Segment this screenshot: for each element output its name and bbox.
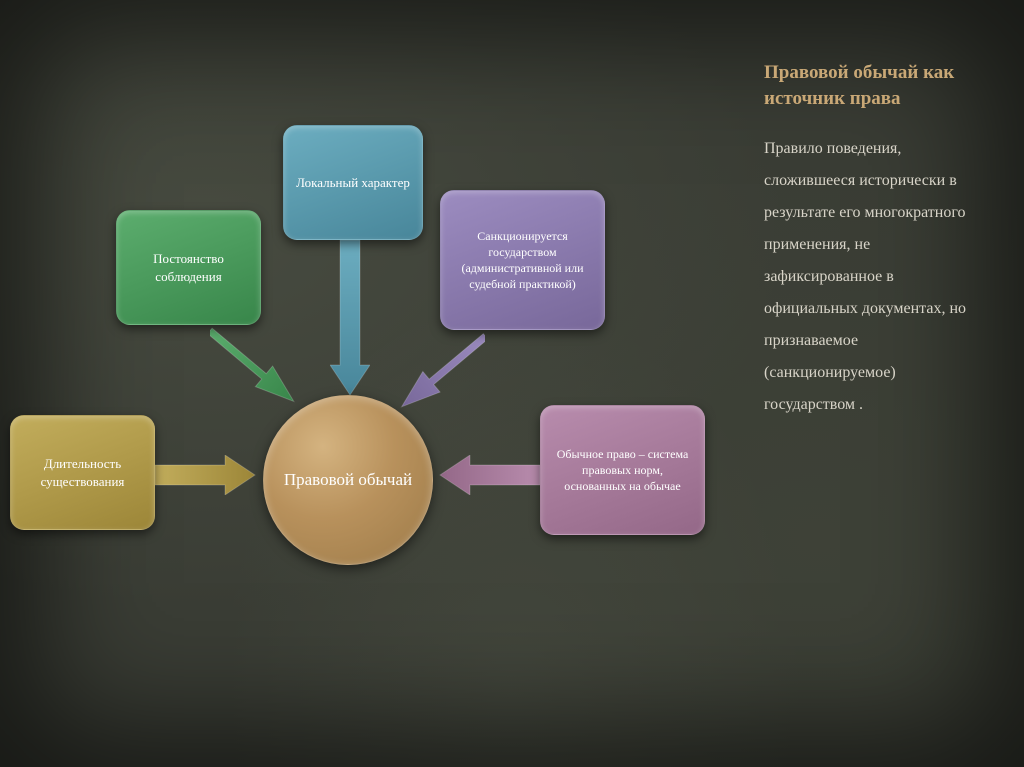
node-label: Локальный характер: [296, 174, 410, 192]
node-constancy: Постоянство соблюдения: [116, 210, 261, 325]
sidebar-title: Правовой обычай как источник права: [764, 60, 984, 111]
node-customary-law: Обычное право – система правовых норм, о…: [540, 405, 705, 535]
arrow-duration: [155, 455, 260, 495]
arrow-customary-law: [435, 455, 540, 495]
node-local: Локальный характер: [283, 125, 423, 240]
arrow-local: [330, 240, 370, 400]
sidebar-text: Правовой обычай как источник права Прави…: [764, 60, 984, 421]
node-sanctioned: Санкционируется государством (администра…: [440, 190, 605, 330]
center-label: Правовой обычай: [284, 469, 412, 491]
node-label: Длительность существования: [21, 455, 144, 490]
node-label: Санкционируется государством (администра…: [451, 228, 594, 293]
arrow-constancy: [210, 320, 300, 410]
node-label: Обычное право – система правовых норм, о…: [551, 446, 694, 495]
arrow-sanctioned: [395, 325, 485, 415]
node-duration: Длительность существования: [10, 415, 155, 530]
sidebar-body: Правило поведения, сложившееся историчес…: [764, 133, 984, 421]
diagram-container: Правовой обычай Длительность существован…: [0, 0, 740, 767]
center-node: Правовой обычай: [263, 395, 433, 565]
node-label: Постоянство соблюдения: [127, 250, 250, 285]
